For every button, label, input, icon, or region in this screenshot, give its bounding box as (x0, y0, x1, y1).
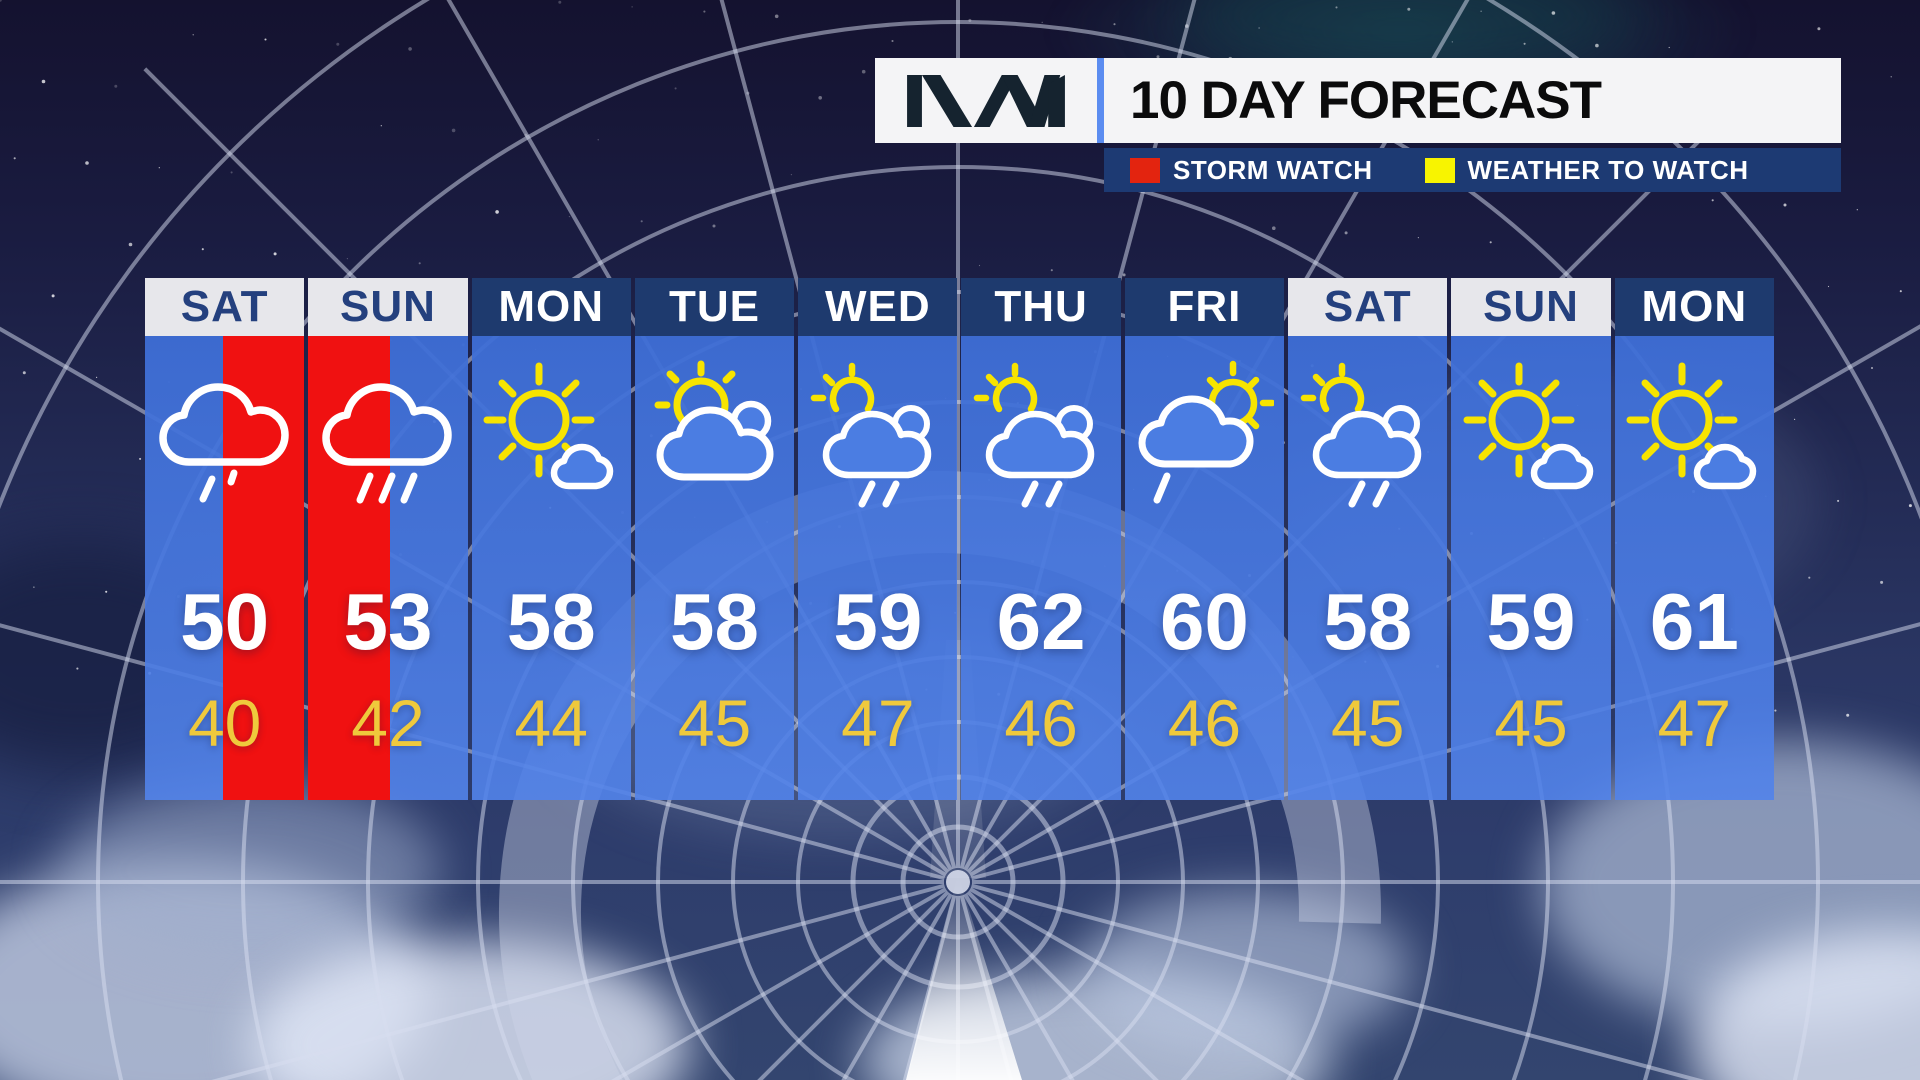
weather-icon-slot (798, 358, 957, 512)
forecast-day-column: SAT 50 40 (145, 278, 305, 800)
low-temperature: 45 (1494, 686, 1568, 760)
low-temperature: 47 (1657, 686, 1732, 760)
low-temperature: 46 (1004, 686, 1078, 760)
high-temperature: 61 (1649, 577, 1739, 666)
weather-to-watch-label: WEATHER TO WATCH (1467, 154, 1749, 185)
high-temperature: 58 (506, 577, 596, 666)
low-temperature: 47 (841, 686, 915, 760)
day-body: 50 40 (145, 336, 305, 800)
day-name-label: SUN (1483, 282, 1579, 331)
high-temperature: 53 (343, 577, 433, 666)
day-name-label: MON (498, 282, 605, 331)
forecast-day-column: SUN 59 45 (1451, 278, 1611, 800)
day-name-header: FRI (1124, 278, 1285, 336)
forecast-day-column: MON 61 47 (1614, 278, 1774, 800)
header-divider (1097, 58, 1104, 143)
day-body: 60 46 (1124, 336, 1285, 800)
kia-logo (907, 74, 1065, 127)
weather-to-watch-color-swatch (1424, 157, 1455, 183)
low-temperature: 44 (514, 686, 588, 760)
high-temperature: 50 (180, 577, 270, 666)
low-temperature: 42 (351, 686, 425, 760)
day-name-label: FRI (1167, 282, 1242, 331)
high-temperature: 59 (1486, 577, 1576, 666)
day-name-label: TUE (669, 282, 761, 331)
high-temperature: 58 (1323, 577, 1413, 666)
storm-watch-color-swatch (1130, 157, 1160, 183)
weather-icon-slot (961, 358, 1120, 512)
legend-item-storm-watch: STORM WATCH (1130, 155, 1373, 186)
forecast-day-column: FRI 60 46 (1124, 278, 1285, 800)
low-temperature: 45 (677, 686, 752, 760)
sponsor-logo-box (875, 58, 1097, 143)
day-name-header: MON (1614, 278, 1774, 336)
forecast-day-column: MON 58 44 (471, 278, 631, 800)
day-name-header: THU (961, 278, 1121, 336)
high-temperature: 58 (670, 577, 760, 666)
sun-clouds-showers-icon (1300, 362, 1421, 508)
brand-header-bar: 10 DAY FORECAST (875, 58, 1841, 143)
day-name-header: MON (471, 278, 631, 336)
day-body: 58 44 (471, 336, 631, 800)
weather-icon-slot (1125, 358, 1284, 512)
day-name-label: SAT (1323, 282, 1412, 331)
day-body: 58 45 (634, 336, 795, 800)
weather-icon-slot (308, 358, 467, 512)
low-temperature: 40 (187, 686, 262, 760)
low-temperature: 45 (1331, 686, 1405, 760)
forecast-day-column: THU 62 46 (961, 278, 1121, 800)
sun-clouds-showers-icon (810, 362, 932, 508)
rain-icon (322, 383, 452, 504)
cloud-blob (60, 780, 440, 960)
rain-light-icon (158, 383, 289, 503)
day-body: 53 42 (308, 336, 468, 800)
forecast-columns: SAT 50 40 SUN 53 42 MON (145, 278, 1774, 800)
light-beam-down (906, 874, 1022, 1080)
weather-icon-slot (145, 358, 304, 512)
legend-item-weather-to-watch: WEATHER TO WATCH (1424, 154, 1749, 186)
low-temperature: 46 (1167, 686, 1242, 760)
day-body: 59 45 (1451, 336, 1611, 800)
page-title: 10 DAY FORECAST (1130, 71, 1602, 130)
legend-bar: STORM WATCH WEATHER TO WATCH (1104, 148, 1841, 192)
high-temperature: 59 (833, 577, 923, 666)
day-name-label: SUN (339, 282, 436, 331)
forecast-day-column: SAT 58 45 (1288, 278, 1448, 800)
day-body: 62 46 (961, 336, 1121, 800)
day-name-header: SUN (308, 278, 468, 336)
forecast-day-column: TUE 58 45 (634, 278, 795, 800)
title-box: 10 DAY FORECAST (1104, 58, 1841, 143)
mostly-sunny-icon (1626, 362, 1757, 490)
forecast-day-column: WED 59 47 (798, 278, 958, 800)
sun-clouds-showers-icon (973, 362, 1095, 508)
radar-center-dot (946, 870, 970, 894)
day-name-label: THU (994, 282, 1088, 331)
day-body: 58 45 (1288, 336, 1448, 800)
day-name-header: TUE (634, 278, 795, 336)
forecast-day-column: SUN 53 42 (308, 278, 468, 800)
day-name-label: SAT (180, 282, 269, 331)
high-temperature: 62 (996, 577, 1086, 666)
storm-watch-label: STORM WATCH (1173, 154, 1373, 185)
day-name-header: SAT (145, 278, 305, 336)
day-name-label: WED (825, 282, 931, 331)
day-body: 61 47 (1614, 336, 1774, 800)
day-body: 59 47 (798, 336, 958, 800)
cloud-sun-shower-icon (1138, 360, 1275, 504)
day-name-header: SAT (1288, 278, 1448, 336)
mostly-sunny-icon (1463, 362, 1594, 490)
weather-icon-slot (1288, 358, 1447, 512)
mostly-sunny-icon (483, 362, 614, 490)
day-name-header: WED (798, 278, 958, 336)
day-name-label: MON (1641, 282, 1748, 331)
day-name-header: SUN (1451, 278, 1611, 336)
high-temperature: 60 (1159, 577, 1249, 666)
weather-icon-slot (1451, 358, 1610, 512)
weather-icon-slot (472, 358, 631, 512)
weather-icon-slot (635, 358, 794, 512)
partly-cloudy-icon (654, 360, 774, 481)
weather-icon-slot (1615, 358, 1774, 512)
